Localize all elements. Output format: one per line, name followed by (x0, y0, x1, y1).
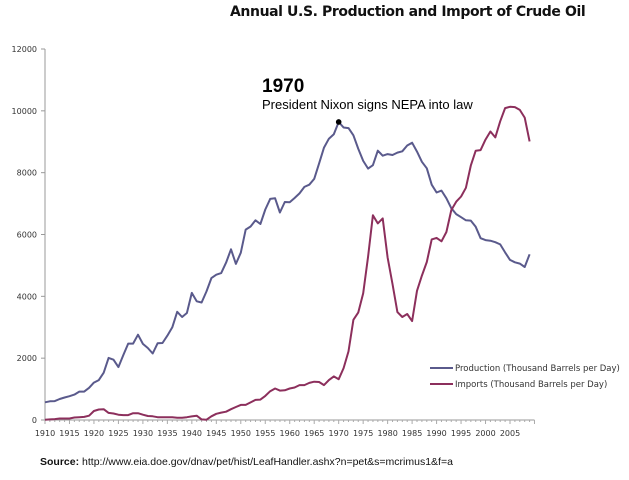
legend-label: Production (Thousand Barrels per Day) (455, 364, 620, 374)
x-tick-label: 2000 (475, 429, 495, 438)
source-note: Source: http://www.eia.doe.gov/dnav/pet/… (40, 456, 453, 468)
x-tick-label: 1985 (402, 429, 422, 438)
x-tick-label: 1925 (108, 429, 128, 438)
x-tick-label: 1975 (353, 429, 373, 438)
legend-label: Imports (Thousand Barrels per Day) (455, 380, 607, 390)
x-tick-label: 1950 (231, 429, 251, 438)
y-tick-label: 2000 (17, 354, 37, 363)
y-tick-label: 4000 (17, 292, 37, 301)
x-tick-label: 1995 (451, 429, 471, 438)
chart-title: Annual U.S. Production and Import of Cru… (230, 4, 586, 20)
x-tick-label: 1970 (329, 429, 349, 438)
y-tick-label: 8000 (17, 169, 37, 178)
x-tick-label: 2005 (500, 429, 520, 438)
annotation-heading: 1970 (262, 76, 305, 97)
x-tick-label: 1945 (206, 429, 226, 438)
x-tick-label: 1980 (377, 429, 397, 438)
source-url[interactable]: http://www.eia.doe.gov/dnav/pet/hist/Lea… (82, 456, 453, 468)
x-tick-label: 1915 (59, 429, 79, 438)
y-tick-label: 6000 (17, 231, 37, 240)
x-tick-label: 1930 (133, 429, 153, 438)
x-tick-label: 1960 (280, 429, 300, 438)
x-tick-label: 1940 (182, 429, 202, 438)
series-line-production (44, 121, 531, 404)
source-label: Source: (40, 456, 80, 468)
x-tick-label: 1990 (426, 429, 446, 438)
y-tick-label: 0 (32, 416, 37, 425)
x-tick-label: 1965 (304, 429, 324, 438)
annotation-text: President Nixon signs NEPA into law (262, 97, 473, 112)
y-tick-label: 10000 (12, 107, 37, 116)
x-tick-label: 1910 (35, 429, 55, 438)
x-tick-label: 1935 (157, 429, 177, 438)
series-line-imports (44, 105, 531, 421)
annotation-marker (335, 119, 342, 125)
x-tick-label: 1955 (255, 429, 275, 438)
x-tick-label: 1920 (84, 429, 104, 438)
y-tick-label: 12000 (12, 45, 37, 54)
